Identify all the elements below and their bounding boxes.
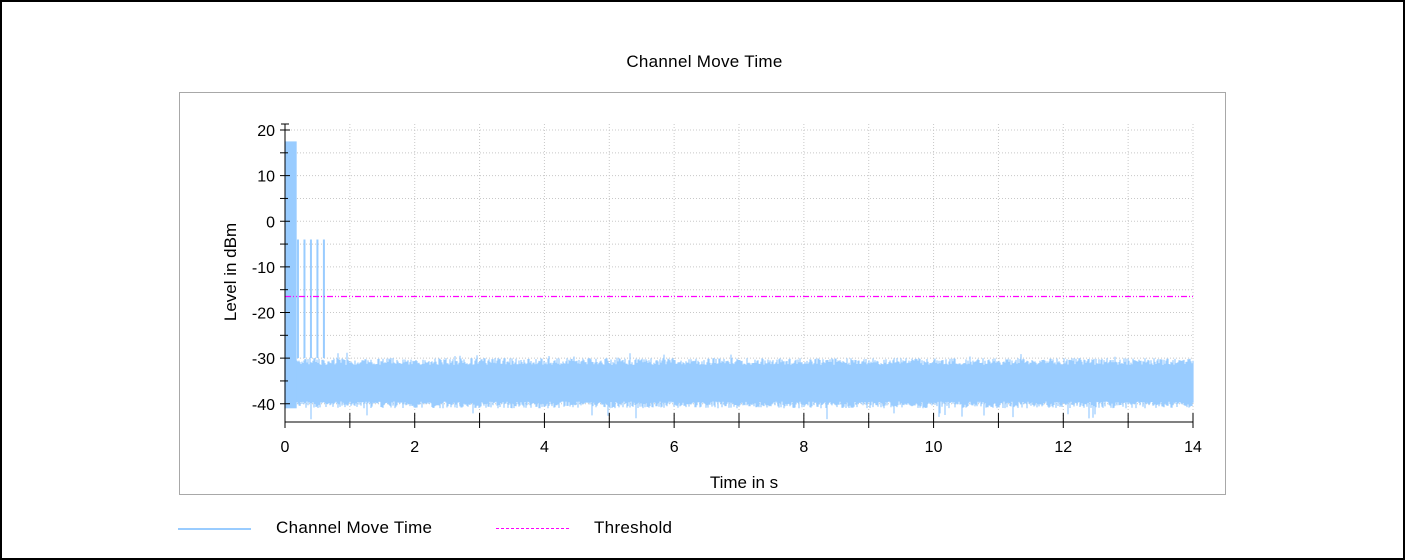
initial-burst [285, 141, 297, 409]
y-tick-label: -20 [252, 306, 275, 323]
y-tick-label: -40 [252, 397, 275, 414]
x-tick-label: 6 [670, 439, 679, 456]
x-tick-label: 0 [281, 439, 290, 456]
legend-swatch-threshold [496, 528, 569, 529]
plot-area-border [179, 92, 1226, 495]
y-tick-label: -30 [252, 351, 275, 368]
y-tick-label: 0 [266, 214, 275, 231]
x-tick-label: 12 [1054, 439, 1072, 456]
y-tick-label: 20 [257, 123, 275, 140]
legend-swatch-channel-move-time [178, 528, 251, 530]
legend: Channel Move Time Threshold [0, 516, 1409, 540]
x-tick-label: 4 [540, 439, 549, 456]
legend-label-channel-move-time: Channel Move Time [276, 518, 433, 537]
y-tick-label: -10 [252, 260, 275, 277]
legend-label-threshold: Threshold [594, 518, 673, 537]
x-tick-label: 8 [799, 439, 808, 456]
x-tick-label: 14 [1184, 439, 1202, 456]
x-axis-title: Time in s [710, 473, 778, 492]
chart-title: Channel Move Time [626, 52, 783, 71]
y-tick-label: 10 [257, 169, 275, 186]
axes: 0 2 4 6 8 10 12 14 20 10 0 -10 -20 -30 -40 [252, 123, 1202, 456]
x-tick-label: 10 [925, 439, 943, 456]
y-axis-title: Level in dBm [221, 223, 240, 321]
x-tick-label: 2 [410, 439, 419, 456]
